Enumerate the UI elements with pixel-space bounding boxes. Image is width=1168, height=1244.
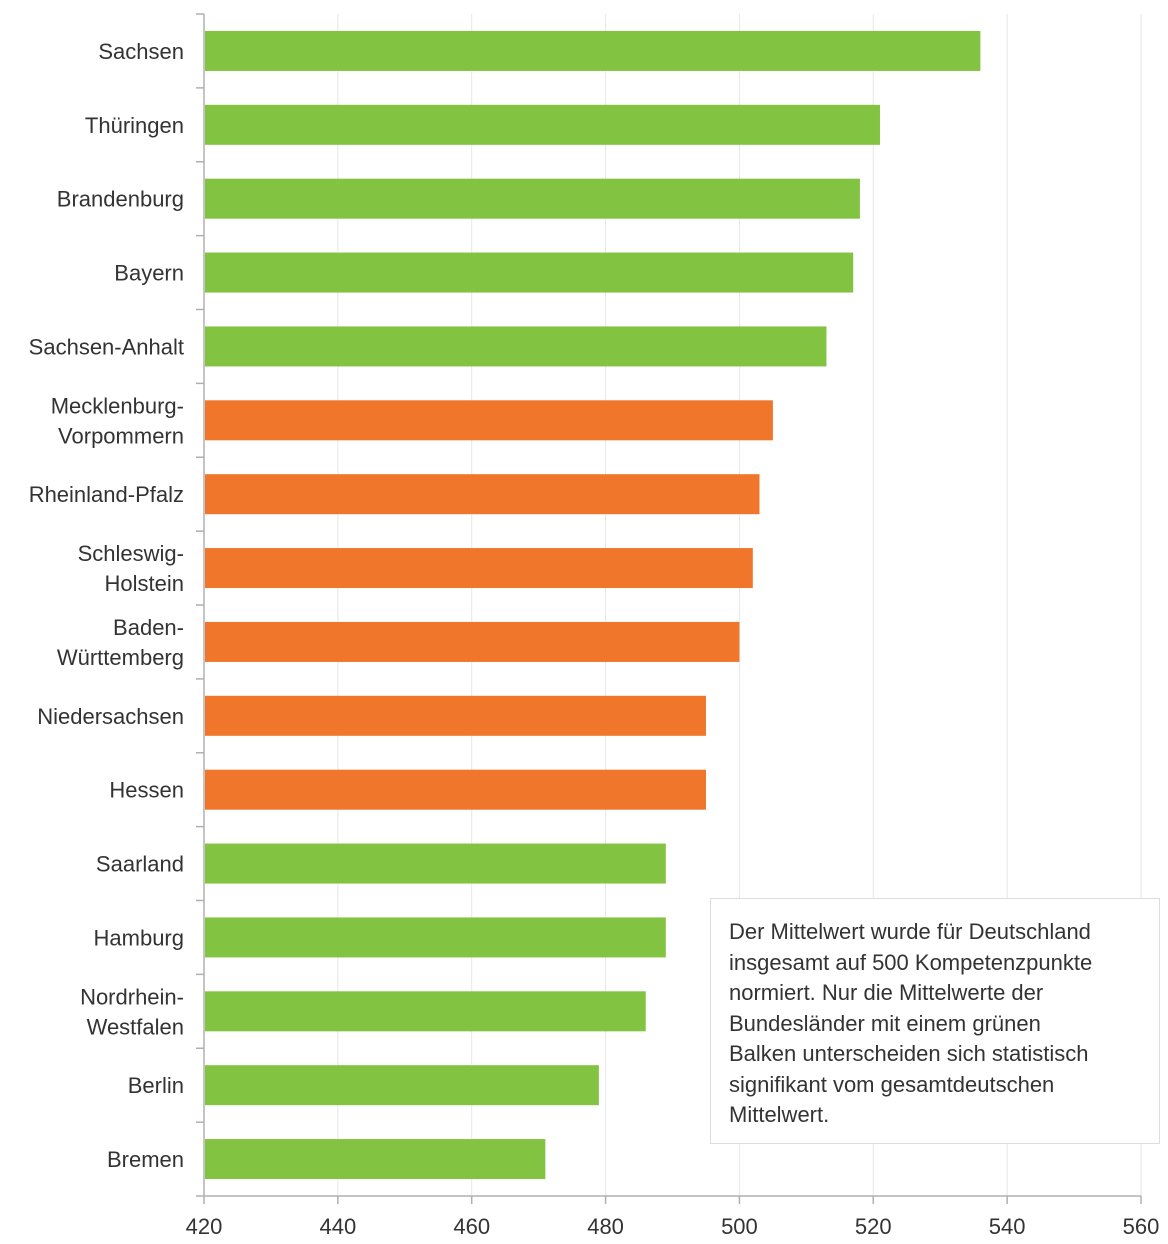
category-label: Saarland (96, 852, 184, 877)
category-label: Thüringen (85, 113, 184, 138)
note-line: insgesamt auf 500 Kompetenzpunkte (729, 949, 1093, 975)
category-label-line: Schleswig- (78, 541, 184, 566)
category-label-line: Sachsen-Anhalt (29, 334, 184, 359)
x-tick-label: 480 (587, 1214, 624, 1239)
bar (205, 843, 666, 884)
category-labels: Sachsen Thüringen Brandenburg Bayern Sachsen… (29, 39, 184, 1172)
bar (205, 1139, 546, 1180)
x-tick-label: 540 (989, 1214, 1026, 1239)
bar (205, 474, 760, 515)
category-label: Baden- Württemberg (57, 615, 184, 670)
bars (205, 30, 981, 1180)
bar (205, 178, 860, 219)
category-label: Mecklenburg- Vorpommern (51, 393, 184, 448)
category-label: Brandenburg (57, 187, 184, 212)
category-label: Sachsen-Anhalt (29, 334, 184, 359)
category-label-line: Berlin (128, 1073, 184, 1098)
category-label-line: Rheinland-Pfalz (29, 482, 184, 507)
x-tick-label: 440 (319, 1214, 356, 1239)
note-line: signifikant vom gesamtdeutschen (729, 1071, 1055, 1097)
bar (205, 104, 880, 145)
category-label: Berlin (128, 1073, 184, 1098)
category-label-line: Württemberg (57, 645, 184, 670)
category-label: Sachsen (98, 39, 184, 64)
category-label: Hamburg (94, 925, 184, 950)
bar (205, 695, 706, 736)
bar (205, 1065, 599, 1106)
bar (205, 326, 827, 367)
x-tick-label: 500 (721, 1214, 758, 1239)
note-line: Der Mittelwert wurde für Deutschland (729, 919, 1091, 944)
note-line: Balken unterscheiden sich statistisch (729, 1041, 1089, 1066)
bar (205, 621, 740, 662)
category-label-line: Westfalen (87, 1014, 184, 1039)
category-label: Hessen (109, 778, 184, 803)
category-label-line: Bremen (107, 1147, 184, 1172)
x-tick-labels: 420 440 460 480 500 520 540 560 (186, 1214, 1160, 1239)
bar (205, 917, 666, 958)
category-label-line: Thüringen (85, 113, 184, 138)
x-tick-label: 460 (453, 1214, 490, 1239)
category-label-line: Saarland (96, 852, 184, 877)
category-label: Schleswig- Holstein (78, 541, 184, 596)
category-label: Bremen (107, 1147, 184, 1172)
category-label: Nordrhein- Westfalen (80, 984, 184, 1039)
x-tick-label: 560 (1123, 1214, 1160, 1239)
category-label-line: Holstein (105, 571, 184, 596)
bar (205, 769, 706, 810)
note-line: Bundesländer mit einem grünen (729, 1010, 1041, 1036)
category-label-line: Hessen (109, 778, 184, 803)
category-label: Bayern (114, 261, 184, 286)
category-label: Niedersachsen (37, 704, 184, 729)
bar (205, 400, 773, 441)
x-tick-label: 420 (186, 1214, 223, 1239)
category-label-line: Hamburg (94, 925, 184, 950)
bar (205, 252, 854, 293)
axes (196, 13, 1142, 1204)
bar (205, 991, 646, 1032)
note-line: Mittelwert. (729, 1102, 830, 1127)
chart-annotation-note: Der Mittelwert wurde für Deutschland ins… (710, 898, 1160, 1144)
bar (205, 30, 981, 71)
category-label-line: Nordrhein- (80, 984, 184, 1009)
category-label: Rheinland-Pfalz (29, 482, 184, 507)
x-tick-label: 520 (855, 1214, 892, 1239)
bar (205, 548, 753, 589)
category-label-line: Brandenburg (57, 187, 184, 212)
category-label-line: Bayern (114, 261, 184, 286)
note-line: normiert. Nur die Mittelwerte der (729, 980, 1044, 1005)
category-label-line: Mecklenburg- (51, 393, 184, 418)
category-label-line: Niedersachsen (37, 704, 184, 729)
category-label-line: Vorpommern (58, 423, 184, 448)
category-label-line: Baden- (113, 615, 184, 640)
category-label-line: Sachsen (98, 39, 184, 64)
